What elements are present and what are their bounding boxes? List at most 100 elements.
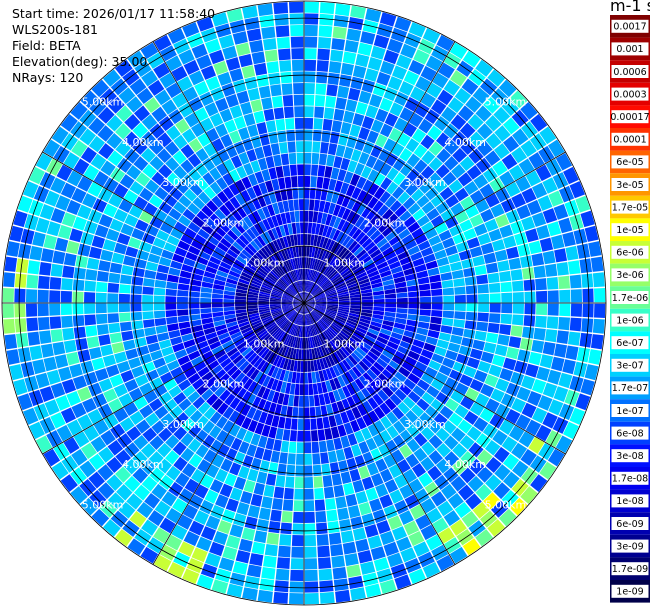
- range-gate: [95, 303, 107, 314]
- range-gate: [449, 261, 463, 272]
- range-gate: [315, 510, 327, 523]
- range-gate: [235, 237, 247, 249]
- range-gate: [342, 344, 353, 355]
- range-gate: [567, 331, 581, 346]
- range-gate: [267, 365, 276, 377]
- range-gate: [275, 568, 290, 581]
- range-gate: [431, 288, 443, 296]
- range-gate: [296, 257, 301, 269]
- range-gate: [330, 49, 344, 62]
- range-gate: [296, 303, 304, 312]
- range-gate: [316, 534, 329, 546]
- range-gate: [105, 364, 120, 378]
- range-gate: [315, 305, 327, 309]
- range-gate: [384, 398, 397, 411]
- range-gate: [517, 349, 531, 363]
- range-gate: [370, 546, 386, 561]
- range-gate: [153, 310, 166, 319]
- range-gate: [178, 276, 191, 285]
- ray: [304, 42, 468, 303]
- range-gate: [547, 303, 559, 316]
- range-gate: [304, 152, 312, 164]
- range-gate: [454, 404, 469, 419]
- range-gate: [477, 232, 491, 246]
- ray: [9, 225, 304, 303]
- range-gate: [290, 569, 304, 582]
- range-gate: [132, 467, 149, 484]
- range-gate: [270, 307, 282, 312]
- range-gate: [326, 292, 337, 297]
- range-gate: [209, 541, 225, 557]
- range-gate: [211, 12, 229, 27]
- range-gate: [241, 249, 253, 260]
- range-gate: [304, 477, 314, 489]
- range-gate: [290, 24, 304, 37]
- range-gate: [318, 25, 333, 38]
- range-gate: [354, 329, 366, 338]
- range-gate: [435, 391, 450, 405]
- range-gate: [247, 352, 258, 363]
- range-gate: [189, 314, 201, 321]
- range-gate: [338, 460, 349, 473]
- range-gate: [304, 430, 311, 442]
- range-gate: [242, 5, 258, 19]
- range-gate: [317, 275, 326, 285]
- range-gate: [304, 48, 317, 60]
- range-gate: [304, 384, 309, 396]
- range-gate: [202, 276, 215, 284]
- range-gate: [93, 171, 109, 187]
- range-gate: [217, 71, 232, 86]
- range-gate: [346, 28, 362, 42]
- range-gate: [117, 232, 131, 246]
- range-gate: [264, 49, 278, 62]
- range-gate: [253, 371, 264, 383]
- range-gate: [249, 225, 260, 238]
- range-gate: [248, 315, 260, 321]
- range-gate: [273, 286, 284, 293]
- range-gate: [75, 338, 89, 351]
- range-gate: [337, 375, 346, 388]
- range-gate: [300, 268, 303, 280]
- range-gate: [301, 245, 304, 257]
- range-gate: [309, 337, 314, 349]
- range-gate: [123, 255, 136, 267]
- range-gate: [271, 269, 281, 279]
- range-gate: [469, 246, 483, 258]
- range-gate: [37, 275, 50, 289]
- range-gate: [381, 274, 394, 282]
- range-gate: [298, 349, 302, 361]
- range-gate: [474, 264, 487, 276]
- range-gate: [479, 407, 495, 423]
- range-gate: [282, 393, 290, 406]
- range-gate: [325, 213, 333, 226]
- range-gate: [166, 235, 180, 246]
- range-gate: [183, 339, 196, 349]
- range-gate: [372, 314, 384, 320]
- range-gate: [229, 350, 241, 361]
- range-gate: [304, 141, 313, 153]
- range-gate: [372, 286, 384, 292]
- range-gate: [408, 297, 420, 303]
- range-gate: [325, 380, 333, 393]
- range-gate: [192, 378, 205, 391]
- range-gate: [338, 303, 350, 306]
- range-gate: [146, 537, 165, 554]
- range-gate: [154, 89, 171, 106]
- range-gate: [510, 325, 523, 337]
- range-gate: [350, 5, 366, 19]
- range-gate: [320, 452, 329, 464]
- range-gate: [406, 279, 418, 287]
- range-gate: [558, 217, 573, 234]
- range-gate: [439, 186, 454, 201]
- range-gate: [564, 389, 580, 407]
- range-gate: [459, 156, 475, 172]
- range-gate: [295, 281, 301, 293]
- range-gate: [416, 270, 429, 279]
- range-gate: [553, 386, 569, 402]
- range-gate: [313, 359, 319, 372]
- range-gate: [332, 365, 341, 377]
- range-gate: [584, 364, 599, 381]
- range-gate: [269, 353, 278, 365]
- range-gate: [346, 564, 362, 578]
- range-gate: [444, 139, 460, 155]
